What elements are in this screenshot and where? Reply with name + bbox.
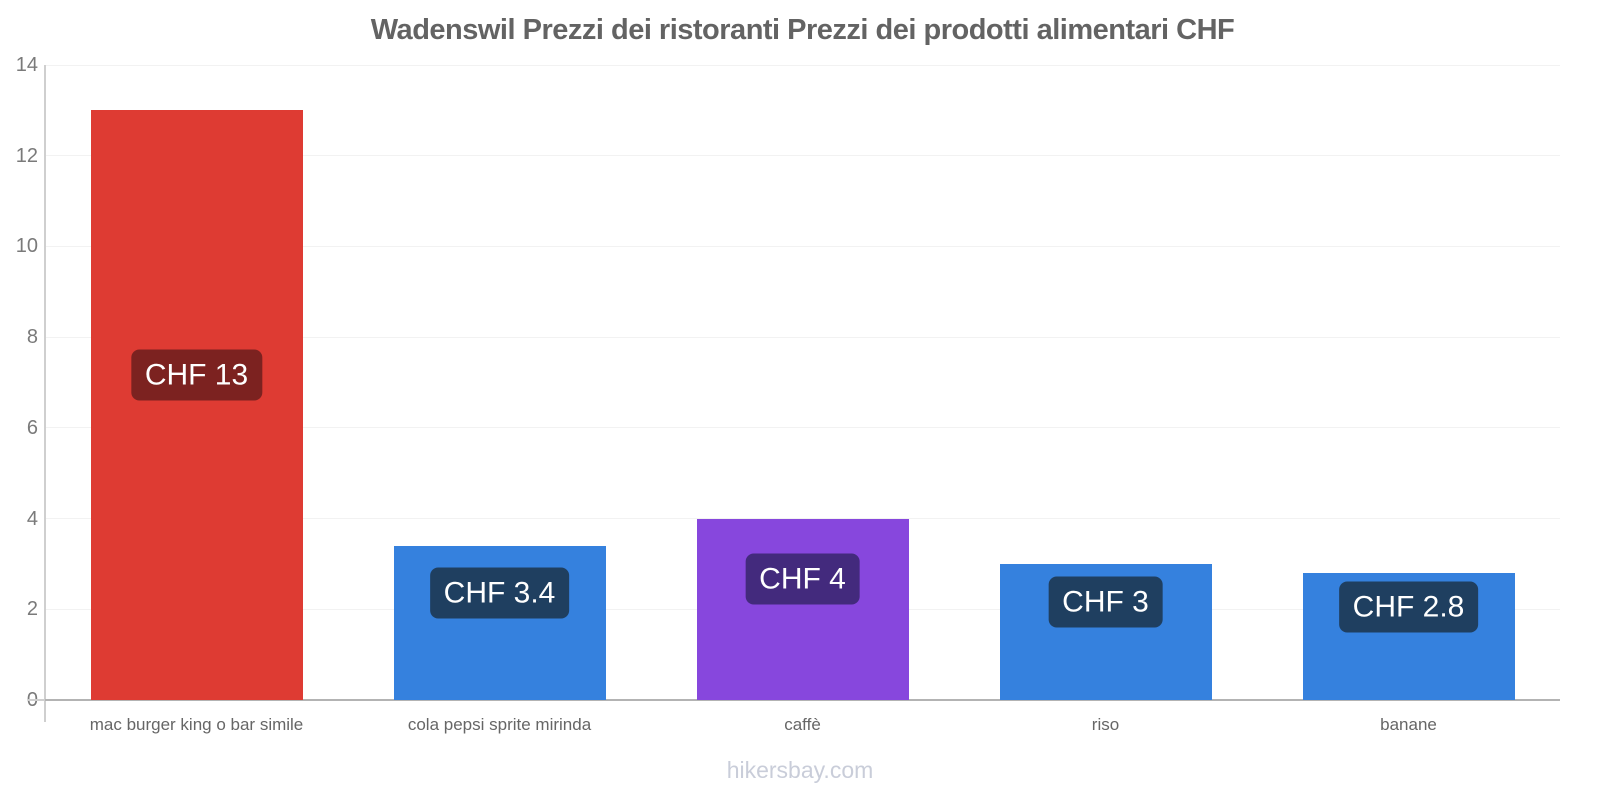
bar-2: CHF 3.4 (393, 545, 606, 700)
bar-1: CHF 13 (90, 110, 303, 700)
x-axis-label: mac burger king o bar simile (89, 715, 304, 734)
x-axis-label: cola pepsi sprite mirinda (407, 715, 592, 734)
y-tick-label: 10 (15, 235, 38, 258)
bar-4: CHF 3 (999, 563, 1212, 700)
bar-3: CHF 4 (696, 518, 909, 700)
x-axis-label: riso (1091, 715, 1120, 734)
gridline (45, 64, 1560, 66)
y-tick-label: 4 (26, 507, 38, 530)
watermark: hikersbay.com (726, 757, 874, 783)
gridline (45, 155, 1560, 157)
y-axis-line (44, 65, 46, 722)
bar-value-badge: CHF 3 (1048, 576, 1163, 628)
gridline (45, 336, 1560, 338)
zero-tick-mark (28, 699, 45, 701)
x-axis-label: caffè (784, 715, 821, 734)
y-tick-label: 2 (26, 598, 38, 621)
bar-value-badge: CHF 3.4 (429, 567, 570, 619)
bar-value-badge: CHF 13 (130, 349, 263, 401)
y-tick-label: 8 (26, 326, 38, 349)
bar-value-badge: CHF 4 (745, 553, 860, 605)
x-axis-label: banane (1380, 715, 1437, 734)
y-tick-label: 14 (15, 54, 38, 76)
x-axis-line (45, 699, 1560, 701)
y-tick-label: 12 (15, 144, 38, 167)
chart-title: Wadenswil Prezzi dei ristoranti Prezzi d… (370, 14, 1235, 46)
gridline (45, 245, 1560, 247)
y-tick-label: 6 (26, 416, 38, 439)
gridline (45, 427, 1560, 429)
bar-value-badge: CHF 2.8 (1338, 581, 1479, 632)
bar-5: CHF 2.8 (1302, 573, 1515, 700)
